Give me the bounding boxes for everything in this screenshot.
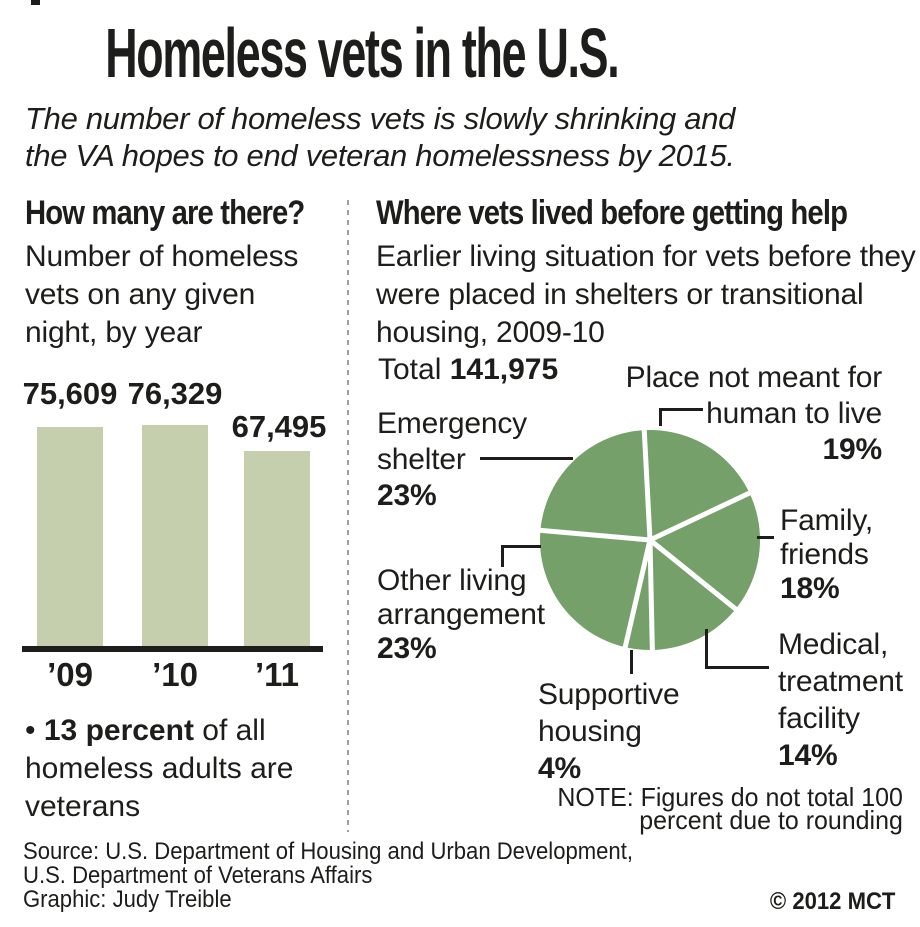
pie-chart-description: Earlier living situation for vets before… <box>376 240 916 349</box>
note-line2: percent due to rounding <box>639 805 903 835</box>
note-line1: NOTE: Figures do not total 100 <box>557 782 903 812</box>
year-label-2009: ’09 <box>47 656 93 693</box>
graphic-credit: Graphic: Judy Treible <box>23 886 232 913</box>
source-credit: Source: U.S. Department of Housing and U… <box>23 840 633 912</box>
family-leader-line <box>757 536 774 539</box>
other-leader-line <box>501 545 541 567</box>
source-line2: U.S. Department of Veterans Affairs <box>23 862 373 889</box>
bar-section-heading: How many are there? <box>25 194 305 232</box>
bar-2009 <box>37 427 103 648</box>
rounding-note: NOTE: Figures do not total 100 percent du… <box>558 784 903 835</box>
source-line1: Source: U.S. Department of Housing and U… <box>23 838 633 865</box>
pie-label-pct: 19% <box>822 433 883 466</box>
bar-value-label-2011: 67,495 <box>231 409 327 444</box>
page-title-text: Homeless vets in the U.S. <box>105 14 620 92</box>
pie-label-emergency-shelter: Emergency shelter 23% <box>377 406 537 514</box>
x-axis-line <box>22 646 323 652</box>
copyright: © 2012 MCT <box>769 888 895 915</box>
pie-label-text: Medical, treatment facility <box>778 628 903 735</box>
year-label-2011: ’11 <box>254 656 300 693</box>
total-value: 141,975 <box>449 353 559 386</box>
bullet-icon: • <box>25 714 36 747</box>
supportive-leader-line <box>630 650 633 674</box>
emergency-leader-line <box>480 457 573 460</box>
bar-value-label-2009: 75,609 <box>22 376 118 411</box>
pie-chart <box>539 429 760 652</box>
year-label-2010: ’10 <box>152 656 198 693</box>
place-leader-line <box>659 408 703 426</box>
bar-2010 <box>142 425 208 648</box>
bar-chart-description: Number of homeless vets on any given nig… <box>25 240 299 349</box>
pie-label-place-not-meant: Place not meant for human to live 19% <box>602 360 883 468</box>
footnote-bold: 13 percent <box>43 714 194 747</box>
pie-label-pct: 14% <box>778 739 838 772</box>
pie-label-text: Place not meant for human to live <box>625 361 883 430</box>
pie-label-family-friends: Family, friends 18% <box>780 504 895 606</box>
crop-mark <box>31 0 40 5</box>
medical-leader-line <box>705 629 769 669</box>
footnote-rest: of all homeless adults are veterans <box>25 714 294 823</box>
pie-total: Total 141,975 <box>378 352 558 388</box>
pie-label-text: Family, friends <box>780 504 874 571</box>
pie-label-pct: 23% <box>377 479 437 512</box>
pie-section-heading: Where vets lived before getting help <box>376 194 848 232</box>
pie-label-pct: 4% <box>538 752 581 785</box>
bar-value-label-2010: 76,329 <box>127 376 223 411</box>
veterans-footnote: • 13 percent of all homeless adults are … <box>25 712 335 826</box>
pie-label-text: Emergency shelter <box>377 407 527 476</box>
pie-label-text: Other living arrangement <box>377 564 545 631</box>
pie-label-pct: 23% <box>377 632 437 665</box>
page-subtitle: The number of homeless vets is slowly sh… <box>25 101 736 173</box>
pie-label-text: Supportive housing <box>538 678 680 748</box>
pie-label-supportive-housing: Supportive housing 4% <box>538 676 693 787</box>
bar-2011 <box>244 451 310 648</box>
pie-label-other-living: Other living arrangement 23% <box>377 564 557 666</box>
pie-label-medical-facility: Medical, treatment facility 14% <box>778 626 918 774</box>
section-divider <box>347 200 349 832</box>
page-title: Homeless vets in the U.S. <box>105 13 747 93</box>
pie-label-pct: 18% <box>780 572 840 605</box>
total-label: Total <box>378 353 442 386</box>
